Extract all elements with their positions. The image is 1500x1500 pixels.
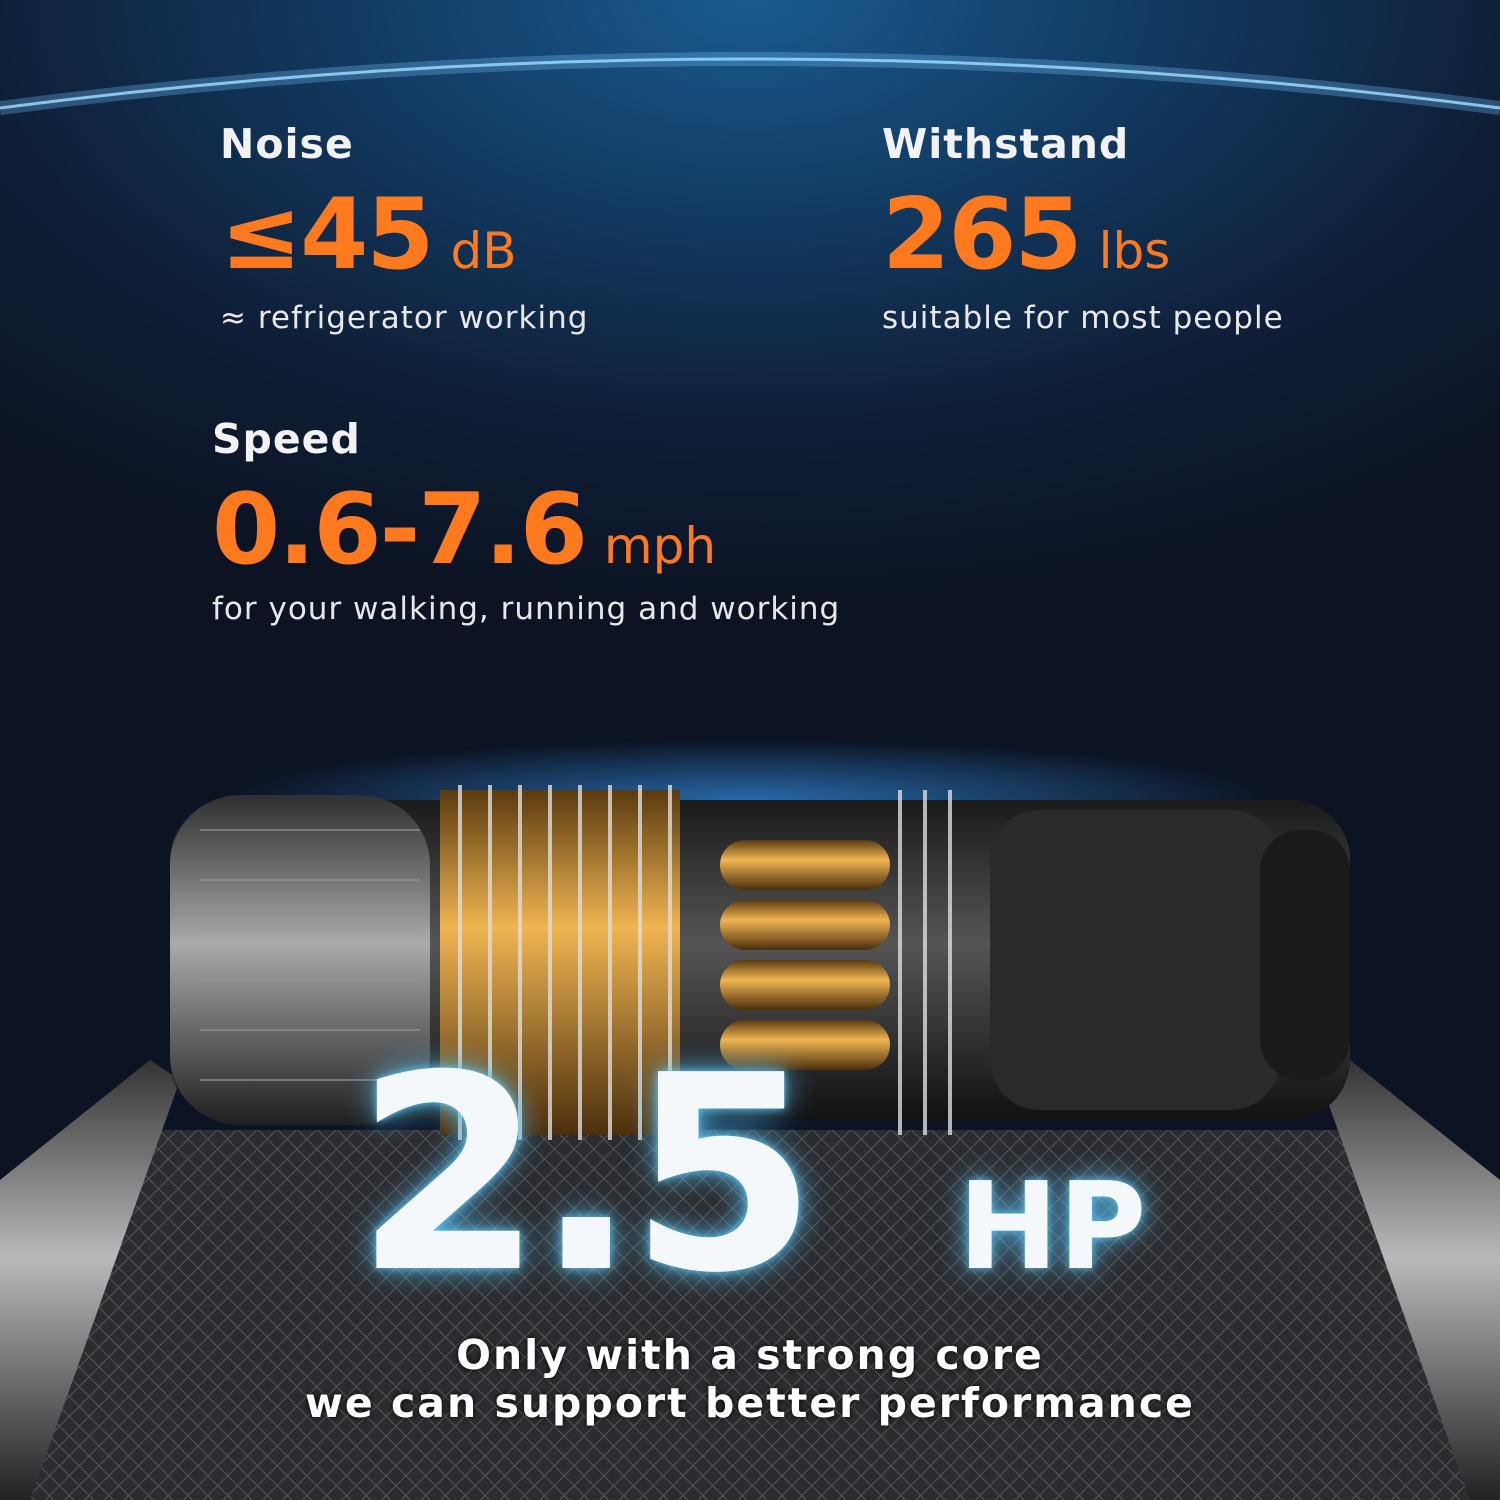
motor (170, 785, 1350, 1140)
tagline-line2: we can support better performance (305, 1379, 1195, 1427)
noise-spec: Noise ≤45 dB ≈ refrigerator working (220, 120, 588, 336)
noise-label: Noise (220, 120, 354, 168)
power-unit: HP (958, 1158, 1147, 1297)
withstand-note: suitable for most people (882, 300, 1284, 336)
withstand-value: 265 (882, 178, 1083, 292)
tagline-line1: Only with a strong core (456, 1331, 1044, 1379)
noise-note: ≈ refrigerator working (220, 300, 589, 336)
speed-label: Speed (212, 415, 361, 463)
speed-spec: Speed 0.6-7.6 mph for your walking, runni… (212, 415, 840, 627)
speed-note: for your walking, running and working (212, 591, 841, 627)
treadmill-belt (0, 1060, 1500, 1500)
noise-unit: dB (450, 222, 517, 280)
speed-unit: mph (603, 517, 717, 575)
withstand-unit: lbs (1098, 222, 1171, 280)
noise-value: ≤45 (220, 178, 434, 292)
glow-arc (0, 52, 1500, 115)
speed-value: 0.6-7.6 (212, 473, 588, 587)
motor-treadmill-illustration (0, 740, 1500, 1500)
withstand-spec: Withstand 265 lbs suitable for most peopl… (882, 120, 1284, 336)
withstand-label: Withstand (882, 120, 1130, 168)
power-value: 2.5 (355, 1017, 817, 1332)
